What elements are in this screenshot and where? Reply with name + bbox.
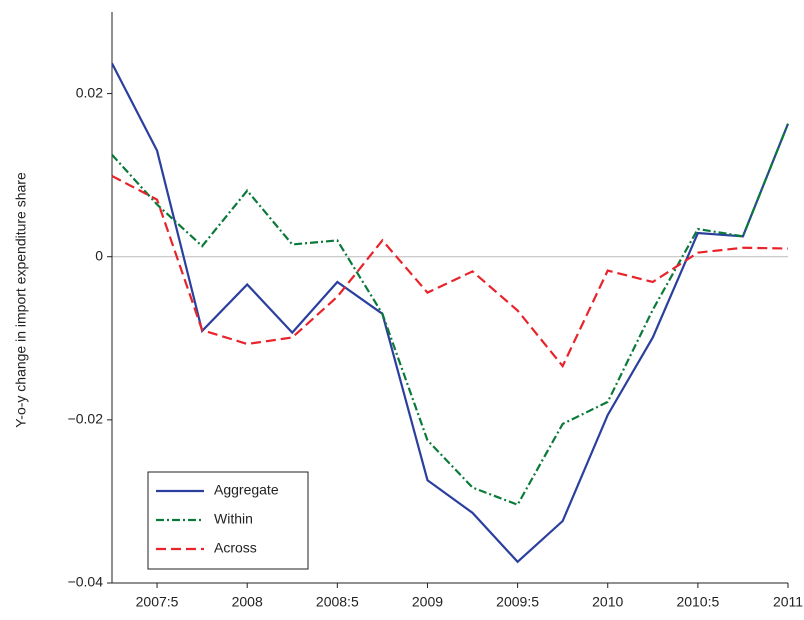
y-axis-label: Y-o-y change in import expenditure share: [13, 172, 29, 428]
series-line: [111, 123, 790, 507]
x-tick-label: 2011: [773, 594, 803, 610]
legend-label: Within: [214, 511, 253, 527]
x-tick-label: 2009:5: [496, 594, 539, 610]
y-tick-label: 0.02: [76, 84, 103, 100]
legend-label: Across: [214, 540, 257, 556]
series-line: [111, 62, 790, 564]
y-tick-label: 0: [95, 247, 103, 263]
x-tick-label: 2010:5: [676, 594, 719, 610]
legend: Aggregate Within Across: [147, 471, 309, 570]
x-tick-label: 2009: [412, 594, 443, 610]
series-line: [111, 174, 789, 369]
x-tick-label: 2008: [232, 594, 263, 610]
x-tick-label: 2007:5: [136, 594, 179, 610]
y-tick-label: −0.04: [68, 574, 104, 590]
x-tick-label: 2008:5: [316, 594, 359, 610]
legend-label: Aggregate: [214, 482, 279, 498]
x-tick-label: 2010: [592, 594, 623, 610]
y-tick-label: −0.02: [68, 411, 104, 427]
